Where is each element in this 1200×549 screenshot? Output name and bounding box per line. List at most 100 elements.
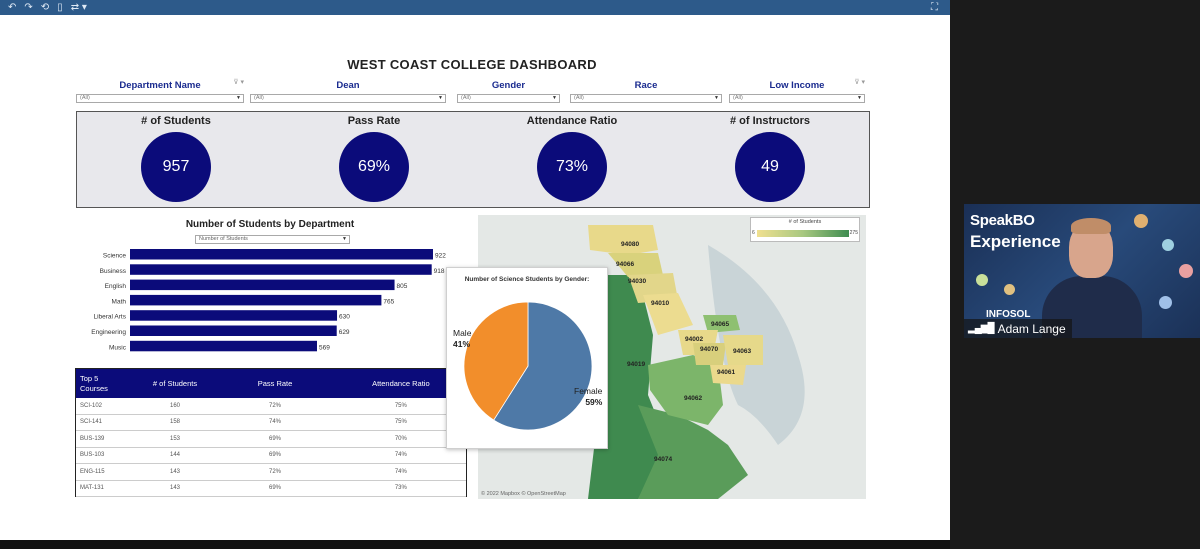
department-dropdown[interactable]: (All) ▼ bbox=[76, 94, 244, 103]
header-students: # of Students bbox=[152, 379, 198, 388]
dean-dropdown[interactable]: (All) ▼ bbox=[250, 94, 446, 103]
zip-label: 94066 bbox=[616, 261, 635, 268]
application-window: ↶ ↷ ⟲ ▯ ⇄ ▾ ⛶ WEST COAST COLLEGE DASHBOA… bbox=[0, 0, 950, 540]
undo-icon[interactable]: ↶ bbox=[8, 1, 17, 13]
pie-slice-female[interactable] bbox=[493, 301, 593, 431]
table-cell: 72% bbox=[268, 402, 281, 409]
table-cell: 158 bbox=[170, 419, 181, 426]
bar[interactable] bbox=[130, 294, 382, 306]
bar-value-label: 922 bbox=[435, 253, 446, 260]
map-region-94010 bbox=[643, 293, 693, 335]
kpi-value: 957 bbox=[141, 132, 211, 202]
bar[interactable] bbox=[130, 310, 338, 321]
zip-label: 94080 bbox=[621, 241, 640, 248]
dashboard: WEST COAST COLLEGE DASHBOARD Department … bbox=[74, 53, 870, 500]
table-cell: 144 bbox=[170, 452, 181, 459]
speakbo-logo: SpeakBO bbox=[970, 212, 1035, 229]
table-row[interactable]: MAT-131 143 69% 73% bbox=[76, 481, 466, 497]
participant-namebar: ▂▄▆█ Adam Lange bbox=[964, 319, 1072, 338]
bar-value-label: 805 bbox=[397, 283, 408, 290]
table-cell: 74% bbox=[268, 419, 281, 426]
filter-label: Race bbox=[634, 80, 658, 91]
bar[interactable] bbox=[130, 325, 337, 337]
bottom-bar bbox=[0, 540, 950, 549]
chevron-down-icon: ▼ bbox=[552, 95, 557, 101]
map-region-94061 bbox=[710, 365, 746, 385]
filter-label: Dean bbox=[336, 80, 360, 91]
table-row[interactable]: ENG-115 143 72% 74% bbox=[76, 464, 466, 481]
revert-icon[interactable]: ⟲ bbox=[40, 1, 50, 13]
table-row[interactable]: SCI-102 160 72% 75% bbox=[76, 398, 466, 415]
map-canvas bbox=[588, 225, 805, 499]
map-credit: © 2022 Mapbox © OpenStreetMap bbox=[481, 491, 566, 497]
bar[interactable] bbox=[130, 264, 432, 275]
pie-label-male: Male 41% bbox=[453, 328, 472, 349]
table-cell: 143 bbox=[170, 468, 181, 475]
kpi-panel: # of Students 957 Pass Rate 69% Attendan… bbox=[76, 111, 870, 208]
bar[interactable] bbox=[130, 249, 433, 260]
low-income-dropdown[interactable]: (All) ▼ bbox=[729, 94, 865, 103]
filter-clear-icon[interactable]: ⊽ ▾ bbox=[233, 79, 244, 86]
map-region-94074 bbox=[638, 405, 748, 499]
chevron-down-icon: ▼ bbox=[236, 95, 241, 101]
webcam-tile: SpeakBO Experience INFOSOL ▂▄▆█ Adam Lan… bbox=[964, 204, 1200, 338]
bar-category-label: Math bbox=[112, 298, 127, 305]
infosol-logo: INFOSOL bbox=[986, 309, 1031, 320]
filter-low-income: Low Income ⊽ ▾ (All) ▼ bbox=[729, 79, 865, 103]
table-cell: ENG-115 bbox=[80, 468, 105, 475]
table-row[interactable]: SCI-141 158 74% 75% bbox=[76, 415, 466, 431]
table-cell: 153 bbox=[170, 435, 181, 442]
fullscreen-icon[interactable]: ⛶ bbox=[931, 2, 938, 13]
zip-label: 94002 bbox=[685, 336, 704, 343]
bar[interactable] bbox=[130, 279, 395, 291]
toolbar: ↶ ↷ ⟲ ▯ ⇄ ▾ ⛶ bbox=[0, 0, 950, 15]
map-region-94062 bbox=[648, 355, 723, 425]
redo-icon[interactable]: ↷ bbox=[24, 1, 33, 13]
pie-slice-male[interactable] bbox=[463, 301, 529, 421]
bar-category-label: English bbox=[105, 283, 127, 290]
filter-clear-icon[interactable]: ⊽ ▾ bbox=[854, 79, 865, 86]
table-body: SCI-102 160 72% 75% SCI-141 158 74% 75% BUS-139 1… bbox=[76, 398, 466, 497]
link-icon[interactable]: ⇄ ▾ bbox=[70, 1, 87, 13]
zip-label: 94063 bbox=[733, 348, 752, 355]
kpi-students: # of Students 957 bbox=[77, 112, 275, 207]
tooltip-title: Number of Science Students by Gender: bbox=[464, 276, 590, 283]
header-attendance: Attendance Ratio bbox=[372, 379, 430, 388]
presenter-hair bbox=[1071, 218, 1111, 234]
gender-dropdown[interactable]: (All) ▼ bbox=[457, 94, 560, 103]
measure-dropdown[interactable]: Number of Students ▼ bbox=[195, 235, 350, 244]
bar-category-label: Science bbox=[103, 253, 127, 260]
chevron-down-icon: ▼ bbox=[857, 95, 862, 101]
table-row[interactable]: BUS-139 153 69% 70% bbox=[76, 431, 466, 448]
kpi-value: 49 bbox=[735, 132, 805, 202]
bar[interactable] bbox=[130, 340, 317, 352]
map-region-94066 bbox=[608, 253, 663, 277]
chevron-down-icon: ▼ bbox=[438, 95, 443, 101]
table-header: Top 5 Courses # of Students Pass Rate At… bbox=[76, 369, 466, 398]
bar-category-label: Business bbox=[100, 268, 127, 275]
race-dropdown[interactable]: (All) ▼ bbox=[570, 94, 722, 103]
bar-value-label: 630 bbox=[339, 314, 350, 321]
bar-chart-plot: Science 922 Business 918 English 805 Math 765 Li… bbox=[91, 249, 446, 352]
zip-label: 94070 bbox=[700, 346, 719, 353]
gender-tooltip: Number of Science Students by Gender: Ma… bbox=[446, 267, 608, 449]
chevron-down-icon: ▼ bbox=[714, 95, 719, 101]
header-pass-rate: Pass Rate bbox=[257, 379, 293, 388]
gender-pie-chart bbox=[463, 301, 593, 431]
map-region-94019 bbox=[588, 275, 668, 499]
map-region-94080 bbox=[588, 225, 658, 255]
zip-label: 94019 bbox=[627, 361, 646, 368]
table-row[interactable]: BUS-103 144 69% 74% bbox=[76, 448, 466, 464]
filter-label: Gender bbox=[491, 80, 526, 91]
map-region-94065 bbox=[703, 315, 740, 333]
kpi-value: 73% bbox=[537, 132, 607, 202]
table-cell: 74% bbox=[394, 452, 407, 459]
pause-icon[interactable]: ▯ bbox=[57, 1, 63, 13]
bar-chart-title: Number of Students by Department bbox=[185, 219, 355, 230]
filter-race: Race (All) ▼ bbox=[570, 80, 722, 103]
table-cell: 160 bbox=[170, 402, 181, 409]
pie-label-female: Female 59% bbox=[574, 386, 603, 407]
bar-category-label: Music bbox=[109, 344, 127, 351]
kpi-title: # of Students bbox=[141, 115, 211, 127]
legend-max: 275 bbox=[849, 230, 858, 236]
